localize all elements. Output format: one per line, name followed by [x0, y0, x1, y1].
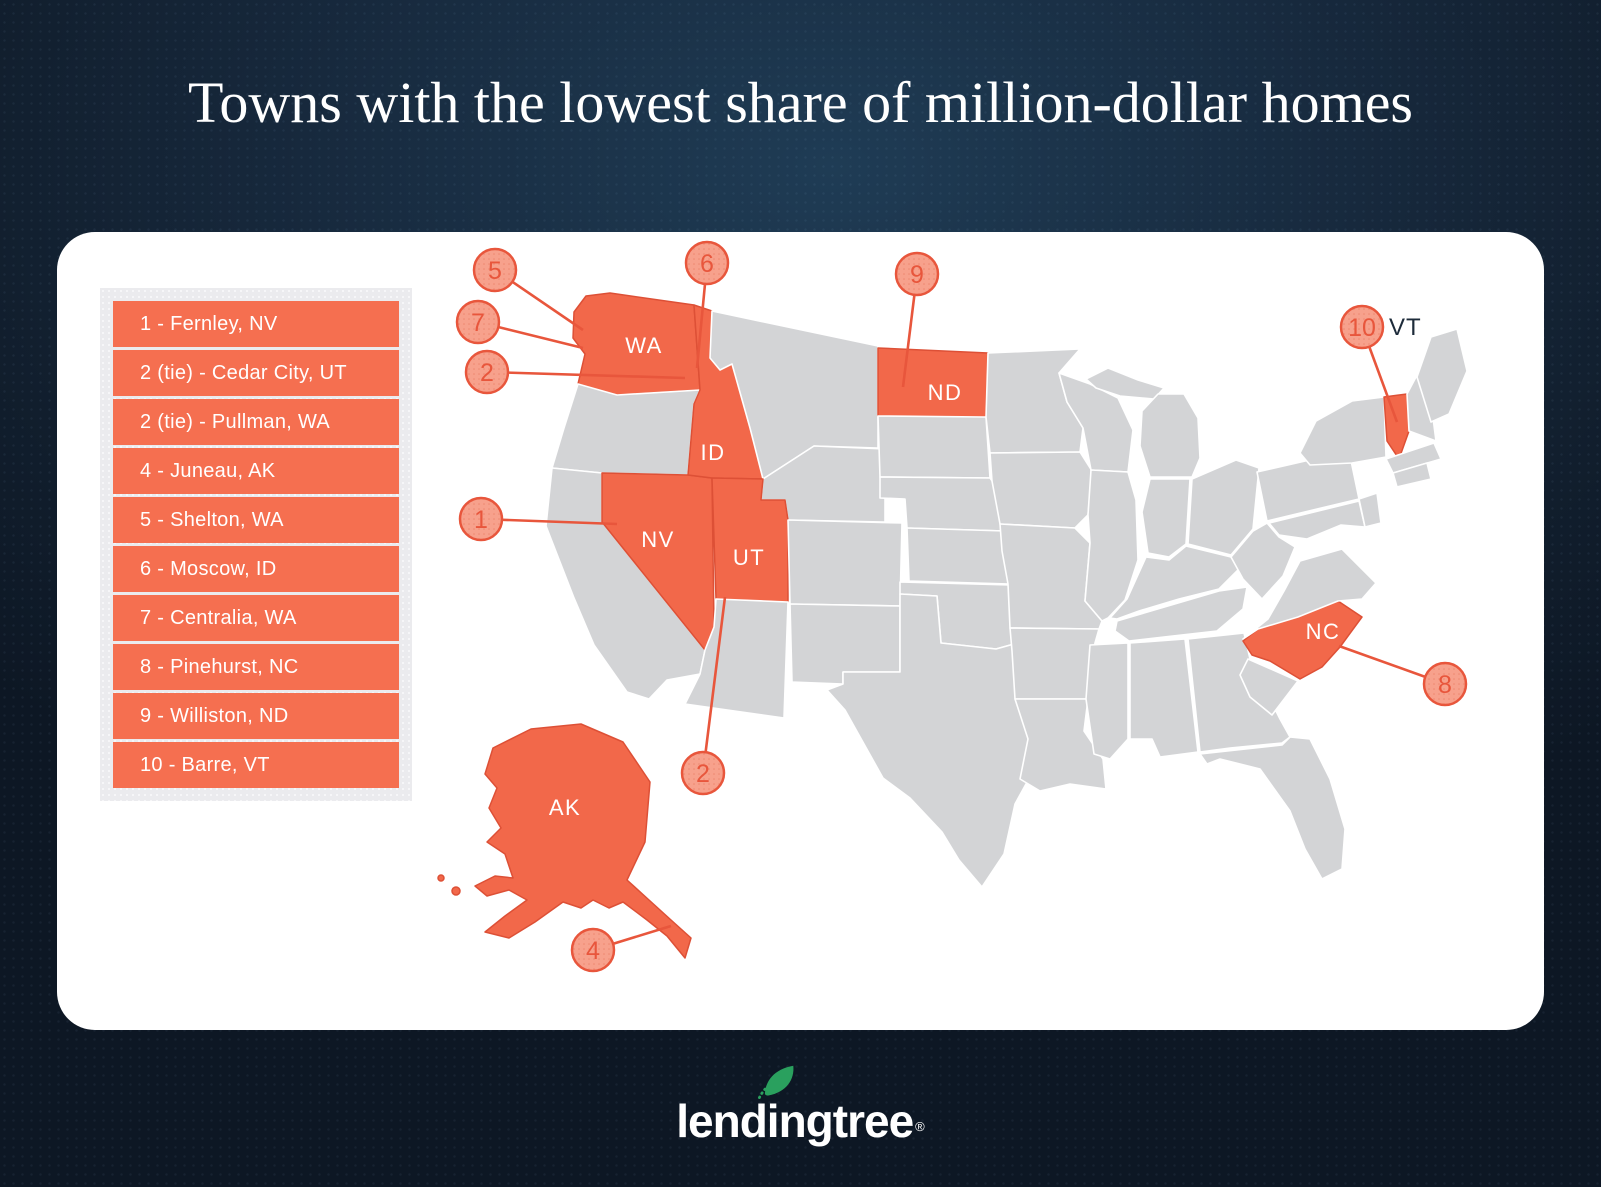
marker-number: 2: [696, 760, 710, 788]
map-marker-2: 2: [464, 349, 686, 395]
map-marker-4: 4: [570, 924, 672, 973]
marker-circle: [458, 496, 504, 542]
legend-item: 10 - Barre, VT: [113, 742, 399, 788]
state-ct: [1392, 462, 1432, 488]
marker-circle: [680, 750, 726, 796]
registered-mark: ®: [915, 1118, 925, 1134]
legend-item: 1 - Fernley, NV: [113, 301, 399, 347]
state-ma: [1385, 442, 1442, 474]
map-marker-7: 7: [455, 299, 584, 350]
map-marker-5: 5: [472, 247, 584, 332]
marker-circle: [455, 299, 501, 345]
state-ar: [1009, 627, 1100, 700]
marker-number: 10: [1348, 314, 1376, 342]
map-marker-8: 8: [1338, 644, 1468, 707]
state-va: [1242, 548, 1377, 640]
marker-number: 5: [488, 257, 502, 285]
legend-item: 2 (tie) - Cedar City, UT: [113, 350, 399, 396]
state-ak-island-a: [451, 886, 461, 896]
legend-item: 8 - Pinehurst, NC: [113, 644, 399, 690]
marker-number: 1: [474, 506, 488, 534]
state-ks: [906, 527, 1014, 585]
legend-item: 4 - Juneau, AK: [113, 448, 399, 494]
state-label-ak: AK: [549, 795, 581, 820]
marker-number: 2: [480, 359, 494, 387]
state-wv: [1230, 522, 1296, 600]
state-me: [1416, 328, 1468, 423]
lendingtree-logo: lendingtree ®: [0, 1065, 1601, 1148]
state-ak-island-b: [437, 874, 445, 882]
marker-number: 6: [700, 250, 714, 278]
marker-circle: [684, 240, 730, 286]
state-vt: [1383, 393, 1410, 460]
state-co: [787, 519, 903, 607]
state-mo: [999, 523, 1103, 630]
map-marker-1: 1: [458, 496, 618, 542]
state-label-ut: UT: [733, 545, 765, 570]
state-label-nv: NV: [641, 527, 675, 552]
state-la: [1014, 698, 1107, 792]
state-label-vt: VT: [1389, 314, 1422, 341]
state-nj: [1358, 492, 1382, 528]
state-ny: [1299, 396, 1387, 466]
state-il: [1084, 469, 1139, 622]
state-fl: [1199, 736, 1346, 880]
map-marker-10: 10: [1339, 304, 1399, 423]
state-mi: [1139, 393, 1201, 478]
marker-circle: [472, 247, 518, 293]
marker-circle: [464, 349, 510, 395]
state-label-layer: WA ND ID NV UT NC AK VT: [549, 314, 1422, 820]
marker-number: 7: [471, 309, 485, 337]
state-label-nc: NC: [1306, 619, 1341, 644]
marker-circle: [570, 927, 616, 973]
marker-circle: [894, 251, 940, 297]
logo-wordmark: lendingtree: [676, 1095, 914, 1147]
infographic-card: 5 7 2 6 9 10 1 8 2 4 WA ND ID NV UT NC AK VT 1 - Fernley…: [57, 232, 1544, 1030]
marker-layer: 57 2 6 9 10 1 8 2 4: [455, 240, 1468, 973]
state-ia: [989, 451, 1093, 529]
leader-line: [701, 596, 727, 774]
leader-line: [480, 517, 618, 526]
map-marker-6: 6: [684, 240, 730, 369]
legend-panel: 1 - Fernley, NV 2 (tie) - Cedar City, UT 2…: [100, 288, 412, 801]
map-marker-9: 9: [894, 251, 940, 388]
map-marker-2: 2: [680, 596, 727, 796]
state-ak: [474, 723, 692, 959]
states-layer: [437, 292, 1468, 959]
state-ms: [1085, 642, 1129, 760]
leaf-icon: [757, 1065, 793, 1099]
legend-item: 5 - Shelton, WA: [113, 497, 399, 543]
marker-circle: [1422, 661, 1468, 707]
state-label-nd: ND: [928, 380, 963, 405]
state-label-id: ID: [701, 440, 726, 465]
state-oh: [1187, 459, 1260, 556]
state-tn: [1114, 586, 1248, 642]
state-label-wa: WA: [625, 333, 663, 358]
state-al: [1129, 638, 1199, 758]
state-sc: [1239, 658, 1299, 716]
state-az: [684, 598, 789, 719]
state-tx: [826, 593, 1042, 888]
us-map: 57 2 6 9 10 1 8 2 4 WA ND ID NV UT NC AK VT: [437, 240, 1468, 973]
marker-circle: [1339, 304, 1385, 350]
state-in: [1141, 478, 1191, 558]
legend-item: 2 (tie) - Pullman, WA: [113, 399, 399, 445]
leader-line: [486, 370, 686, 380]
marker-number: 4: [586, 937, 600, 965]
legend-item: 6 - Moscow, ID: [113, 546, 399, 592]
marker-number: 9: [910, 261, 924, 289]
page-title: Towns with the lowest share of million-d…: [187, 70, 1414, 135]
state-or: [551, 383, 701, 476]
state-sd: [877, 415, 991, 479]
legend-item: 9 - Williston, ND: [113, 693, 399, 739]
marker-number: 8: [1438, 671, 1452, 699]
legend-item: 7 - Centralia, WA: [113, 595, 399, 641]
